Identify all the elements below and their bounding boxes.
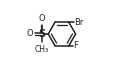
Text: Br: Br	[74, 18, 83, 27]
Text: S: S	[38, 29, 45, 39]
Text: F: F	[73, 41, 78, 50]
Text: O: O	[38, 14, 45, 23]
Text: O: O	[26, 30, 33, 38]
Text: CH₃: CH₃	[35, 45, 49, 54]
